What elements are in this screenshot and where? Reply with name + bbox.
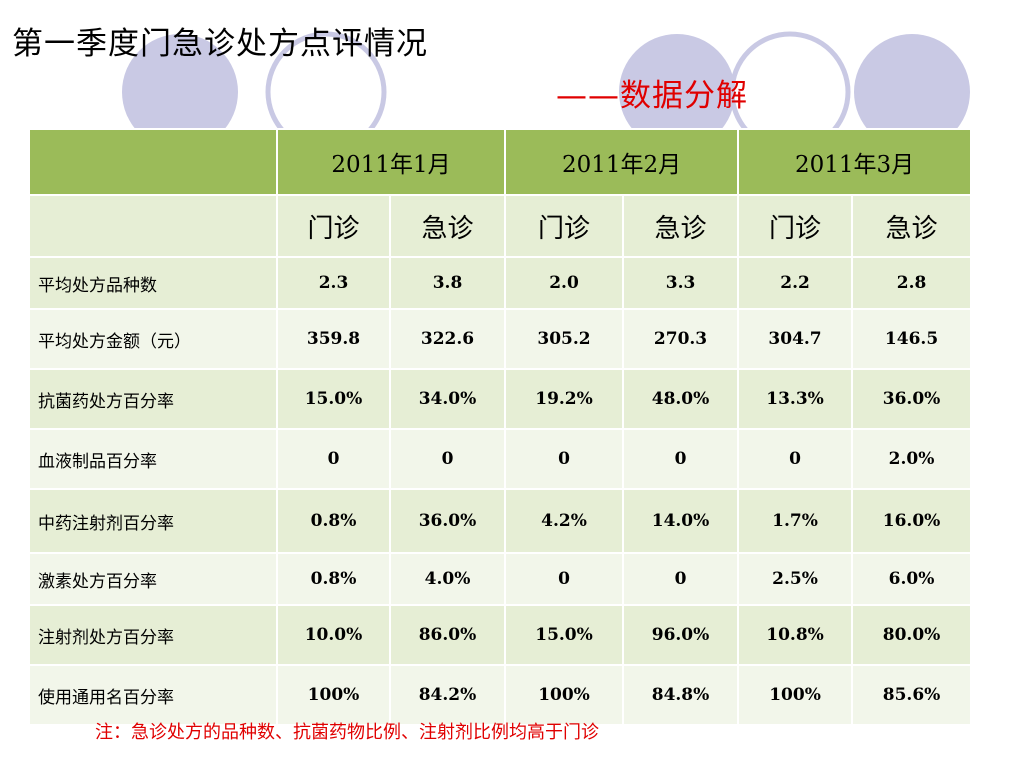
month-header-row: 2011年1月 2011年2月 2011年3月 [28, 128, 973, 196]
table-cell: 1.7% [737, 488, 854, 554]
table-cell: 270.3 [622, 308, 740, 370]
month-header: 2011年2月 [504, 128, 740, 196]
visit-type-header: 门诊 [504, 194, 625, 258]
table-cell: 2.3 [276, 256, 391, 310]
table-cell: 34.0% [388, 368, 507, 430]
table-cell: 10.8% [737, 604, 854, 666]
table-cell: 4.0% [388, 552, 507, 606]
table-cell: 4.2% [504, 488, 625, 554]
table-cell: 0 [622, 428, 740, 490]
header-corner-cell [28, 128, 278, 196]
table-cell: 0 [388, 428, 507, 490]
row-label: 平均处方品种数 [28, 256, 278, 310]
table-cell: 0 [622, 552, 740, 606]
table-cell: 85.6% [851, 664, 973, 726]
table-cell: 96.0% [622, 604, 740, 666]
row-label: 激素处方百分率 [28, 552, 278, 606]
table-cell: 100% [504, 664, 625, 726]
table-row: 激素处方百分率 0.8% 4.0% 0 0 2.5% 6.0% [28, 552, 973, 606]
decor-circle [854, 34, 970, 140]
table-cell: 80.0% [851, 604, 973, 666]
table-cell: 16.0% [851, 488, 973, 554]
row-label: 平均处方金额（元） [28, 308, 278, 370]
table-cell: 15.0% [276, 368, 391, 430]
table-cell: 2.0 [504, 256, 625, 310]
row-label: 中药注射剂百分率 [28, 488, 278, 554]
table-cell: 14.0% [622, 488, 740, 554]
visit-type-header: 急诊 [622, 194, 740, 258]
table-row: 注射剂处方百分率 10.0% 86.0% 15.0% 96.0% 10.8% 80.0% [28, 604, 973, 666]
prescription-review-table: 2011年1月 2011年2月 2011年3月 门诊 急诊 门诊 急诊 门诊 急… [28, 128, 973, 726]
table-cell: 100% [276, 664, 391, 726]
table-cell: 6.0% [851, 552, 973, 606]
row-label: 使用通用名百分率 [28, 664, 278, 726]
table-cell: 0 [504, 552, 625, 606]
table-cell: 100% [737, 664, 854, 726]
table-cell: 84.8% [622, 664, 740, 726]
table-row: 中药注射剂百分率 0.8% 36.0% 4.2% 14.0% 1.7% 16.0% [28, 488, 973, 554]
row-label: 血液制品百分率 [28, 428, 278, 490]
table-cell: 2.5% [737, 552, 854, 606]
table-cell: 15.0% [504, 604, 625, 666]
table-cell: 3.8 [388, 256, 507, 310]
table-cell: 2.0% [851, 428, 973, 490]
table-cell: 13.3% [737, 368, 854, 430]
month-header: 2011年3月 [737, 128, 973, 196]
table-cell: 305.2 [504, 308, 625, 370]
row-label: 抗菌药处方百分率 [28, 368, 278, 430]
table-cell: 2.2 [737, 256, 854, 310]
header-corner-cell [28, 194, 278, 258]
table-cell: 359.8 [276, 308, 391, 370]
visit-type-header: 急诊 [388, 194, 507, 258]
table-cell: 0.8% [276, 488, 391, 554]
table-cell: 146.5 [851, 308, 973, 370]
table-row: 使用通用名百分率 100% 84.2% 100% 84.8% 100% 85.6% [28, 664, 973, 726]
table-cell: 0.8% [276, 552, 391, 606]
table-cell: 10.0% [276, 604, 391, 666]
table-row: 血液制品百分率 0 0 0 0 0 2.0% [28, 428, 973, 490]
table-cell: 304.7 [737, 308, 854, 370]
table-cell: 36.0% [851, 368, 973, 430]
table-cell: 84.2% [388, 664, 507, 726]
table-row: 平均处方金额（元） 359.8 322.6 305.2 270.3 304.7 146.5 [28, 308, 973, 370]
visit-type-header: 急诊 [851, 194, 973, 258]
table-cell: 0 [504, 428, 625, 490]
decor-ring [729, 31, 851, 140]
table-cell: 19.2% [504, 368, 625, 430]
table-cell: 322.6 [388, 308, 507, 370]
footnote: 注：急诊处方的品种数、抗菌药物比例、注射剂比例均高于门诊 [95, 722, 599, 743]
table-cell: 86.0% [388, 604, 507, 666]
table-cell: 3.3 [622, 256, 740, 310]
table-row: 平均处方品种数 2.3 3.8 2.0 3.3 2.2 2.8 [28, 256, 973, 310]
visit-type-header: 门诊 [737, 194, 854, 258]
month-header: 2011年1月 [275, 128, 507, 196]
table-cell: 0 [737, 428, 854, 490]
table-cell: 48.0% [622, 368, 740, 430]
table-cell: 2.8 [851, 256, 973, 310]
page-title: 第一季度门急诊处方点评情况 [12, 26, 428, 62]
page-subtitle: ——数据分解 [556, 78, 748, 114]
visit-type-header-row: 门诊 急诊 门诊 急诊 门诊 急诊 [28, 194, 973, 258]
table-cell: 0 [276, 428, 391, 490]
table-cell: 36.0% [388, 488, 507, 554]
visit-type-header: 门诊 [276, 194, 391, 258]
table-row: 抗菌药处方百分率 15.0% 34.0% 19.2% 48.0% 13.3% 36.0% [28, 368, 973, 430]
row-label: 注射剂处方百分率 [28, 604, 278, 666]
